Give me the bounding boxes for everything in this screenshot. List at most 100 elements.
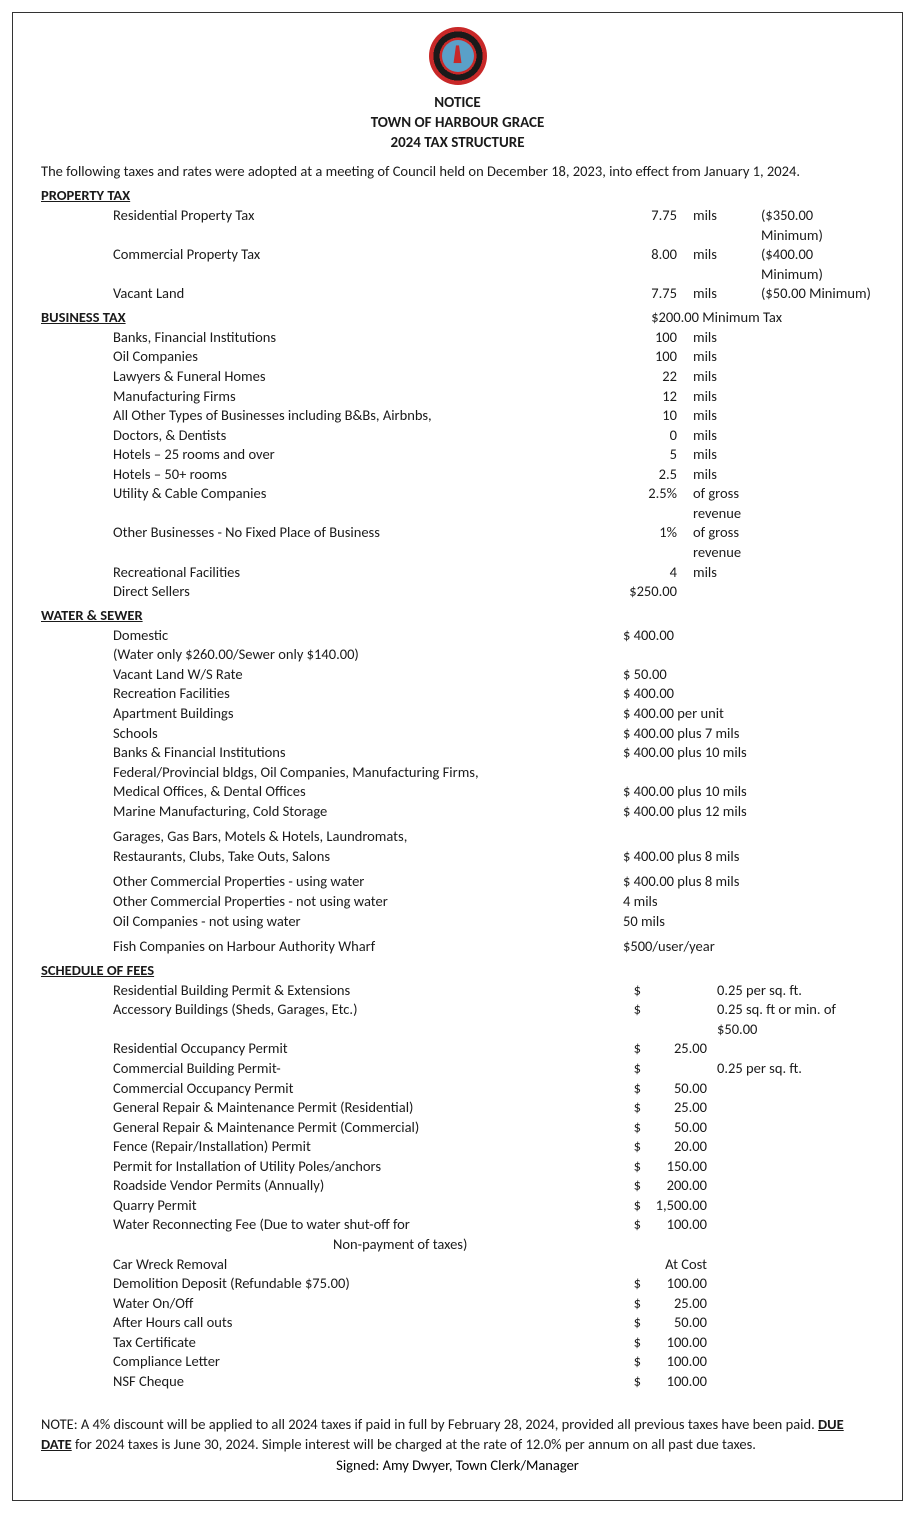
- water-sewer-value: $ 400.00 plus 12 mils: [623, 802, 874, 822]
- business-tax-note: [743, 465, 874, 485]
- water-sewer-value: 50 mils: [623, 912, 874, 932]
- business-tax-note: [743, 387, 874, 407]
- fee-after: [711, 1333, 874, 1353]
- fee-row: Commercial Occupancy Permit$50.00: [41, 1079, 874, 1099]
- section-title-business-tax: BUSINESS TAX: [41, 308, 126, 326]
- fee-amount: 50.00: [641, 1313, 711, 1333]
- fee-amount: At Cost: [641, 1255, 711, 1275]
- fee-dollar: $: [623, 1196, 641, 1216]
- fee-label: General Repair & Maintenance Permit (Res…: [113, 1098, 623, 1118]
- fee-after: [711, 1352, 874, 1372]
- water-sewer-label: Schools: [113, 724, 623, 744]
- business-tax-unit: mils: [683, 347, 743, 367]
- business-tax-rate: 5: [623, 445, 683, 465]
- property-tax-row: Vacant Land7.75mils($50.00 Minimum): [41, 284, 874, 304]
- fee-amount: [641, 981, 711, 1001]
- section-title-water-sewer: WATER & SEWER: [41, 606, 874, 624]
- property-tax-note: ($350.00 Minimum): [743, 206, 874, 245]
- water-sewer-value: [623, 645, 874, 665]
- fee-label: Compliance Letter: [113, 1352, 623, 1372]
- fee-row: After Hours call outs$50.00: [41, 1313, 874, 1333]
- business-tax-label: Lawyers & Funeral Homes: [113, 367, 623, 387]
- business-tax-row: Doctors, & Dentists0mils: [41, 426, 874, 446]
- water-sewer-value: $ 400.00: [623, 684, 874, 704]
- fee-dollar: $: [623, 1079, 641, 1099]
- fee-row: Water Reconnecting Fee (Due to water shu…: [41, 1215, 874, 1235]
- business-tax-row: All Other Types of Businesses including …: [41, 406, 874, 426]
- fee-row: Roadside Vendor Permits (Annually)$200.0…: [41, 1176, 874, 1196]
- fee-after: [711, 1176, 874, 1196]
- business-tax-unit: of gross revenue: [683, 523, 743, 562]
- business-tax-rate: 2.5%: [623, 484, 683, 523]
- footer-signed: Signed: Amy Dwyer, Town Clerk/Manager: [41, 1456, 874, 1474]
- water-sewer-value: 4 mils: [623, 892, 874, 912]
- business-tax-row: Manufacturing Firms12mils: [41, 387, 874, 407]
- water-sewer-value: $ 400.00 plus 8 mils: [623, 847, 874, 867]
- business-tax-note: [743, 367, 874, 387]
- section-title-property-tax: PROPERTY TAX: [41, 186, 874, 204]
- business-tax-min-note: $200.00 Minimum Tax: [651, 308, 782, 326]
- water-sewer-label: (Water only $260.00/Sewer only $140.00): [113, 645, 623, 665]
- business-tax-unit: mils: [683, 328, 743, 348]
- fee-row: Quarry Permit$1,500.00: [41, 1196, 874, 1216]
- business-tax-label: Utility & Cable Companies: [113, 484, 623, 523]
- fee-row: Tax Certificate$100.00: [41, 1333, 874, 1353]
- footer-note: NOTE: A 4% discount will be applied to a…: [41, 1414, 874, 1455]
- business-tax-rate: 22: [623, 367, 683, 387]
- water-sewer-label: Fish Companies on Harbour Authority Whar…: [113, 937, 623, 957]
- document-page: NOTICE TOWN OF HARBOUR GRACE 2024 TAX ST…: [12, 12, 903, 1501]
- business-tax-label: Other Businesses - No Fixed Place of Bus…: [113, 523, 623, 562]
- business-tax-row: Direct Sellers$250.00: [41, 582, 874, 602]
- property-tax-rate: 7.75: [623, 284, 683, 304]
- fee-dollar: $: [623, 1039, 641, 1059]
- business-tax-label: Oil Companies: [113, 347, 623, 367]
- business-tax-note: [743, 563, 874, 583]
- water-sewer-label: Other Commercial Properties - not using …: [113, 892, 623, 912]
- water-sewer-row: Oil Companies - not using water 50 mils: [41, 912, 874, 932]
- fee-after: [711, 1196, 874, 1216]
- business-tax-row: Lawyers & Funeral Homes22mils: [41, 367, 874, 387]
- water-sewer-label: Apartment Buildings: [113, 704, 623, 724]
- fee-label: Tax Certificate: [113, 1333, 623, 1353]
- business-tax-unit: mils: [683, 465, 743, 485]
- property-tax-unit: mils: [683, 284, 743, 304]
- water-sewer-row: Federal/Provincial bldgs, Oil Companies,…: [41, 763, 874, 783]
- fee-row: NSF Cheque$100.00: [41, 1372, 874, 1392]
- fee-subline: Non-payment of taxes): [41, 1235, 874, 1255]
- fee-dollar: $: [623, 1137, 641, 1157]
- fee-amount: 150.00: [641, 1157, 711, 1177]
- business-tax-row: Banks, Financial Institutions100mils: [41, 328, 874, 348]
- fee-label: Car Wreck Removal: [113, 1255, 623, 1275]
- business-tax-rate: 0: [623, 426, 683, 446]
- business-tax-rate: 100: [623, 328, 683, 348]
- business-tax-unit: mils: [683, 406, 743, 426]
- fee-row: Residential Occupancy Permit$25.00: [41, 1039, 874, 1059]
- fee-dollar: $: [623, 1274, 641, 1294]
- water-sewer-row: Domestic$ 400.00: [41, 626, 874, 646]
- fee-after: [711, 1372, 874, 1392]
- fee-row: General Repair & Maintenance Permit (Res…: [41, 1098, 874, 1118]
- water-sewer-label: Medical Offices, & Dental Offices: [113, 782, 623, 802]
- town-seal-icon: [429, 27, 487, 85]
- section-title-row-business: BUSINESS TAX $200.00 Minimum Tax: [41, 304, 874, 328]
- fee-after: [711, 1118, 874, 1138]
- water-sewer-value: $ 400.00 plus 10 mils: [623, 743, 874, 763]
- water-sewer-value: [623, 763, 874, 783]
- business-tax-unit: of gross revenue: [683, 484, 743, 523]
- fee-label: Water On/Off: [113, 1294, 623, 1314]
- footer-note-post: for 2024 taxes is June 30, 2024. Simple …: [75, 1435, 756, 1453]
- water-sewer-row: Other Commercial Properties - not using …: [41, 892, 874, 912]
- business-tax-rate: 100: [623, 347, 683, 367]
- fee-amount: 25.00: [641, 1039, 711, 1059]
- fee-after: [711, 1255, 874, 1275]
- water-sewer-label: Banks & Financial Institutions: [113, 743, 623, 763]
- water-sewer-label: Other Commercial Properties - using wate…: [113, 872, 623, 892]
- fee-dollar: $: [623, 1098, 641, 1118]
- business-tax-label: Hotels – 50+ rooms: [113, 465, 623, 485]
- fee-amount: [641, 1059, 711, 1079]
- water-sewer-value: $ 400.00 plus 10 mils: [623, 782, 874, 802]
- fee-dollar: $: [623, 1333, 641, 1353]
- water-sewer-row: Restaurants, Clubs, Take Outs, Salons$ 4…: [41, 847, 874, 867]
- fee-amount: [641, 1000, 711, 1039]
- business-tax-rate: 10: [623, 406, 683, 426]
